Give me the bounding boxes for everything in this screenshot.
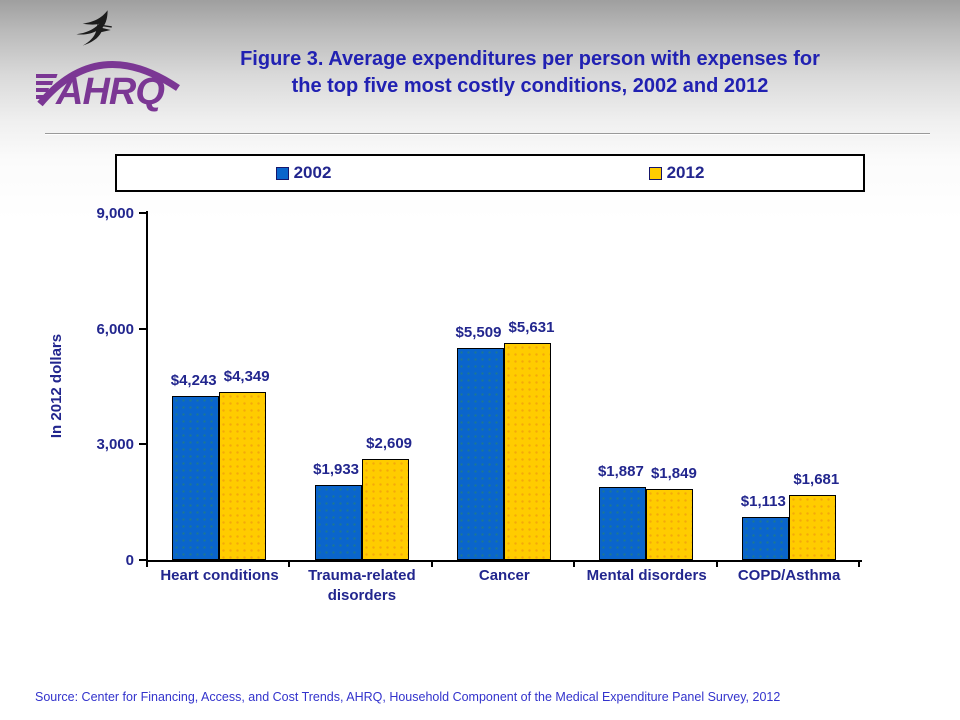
x-tick-4	[715, 560, 718, 567]
source-note: Source: Center for Financing, Access, an…	[35, 690, 781, 704]
y-tick-label-3000: 3,000	[96, 436, 134, 454]
legend-swatch-2012	[648, 166, 662, 180]
figure-title-line1: Figure 3. Average expenditures per perso…	[240, 48, 820, 70]
ahrq-logo: AHRQ	[36, 4, 186, 114]
bar-2012-trauma-related-disorders	[361, 459, 409, 560]
bar-2002-trauma-related-disorders	[314, 485, 362, 560]
bar-2002-heart-conditions	[172, 396, 220, 560]
bar-2002-mental-disorders	[599, 487, 647, 560]
figure-title: Figure 3. Average expenditures per perso…	[160, 46, 900, 100]
bar-label-2002-heart-conditions: $4,243	[170, 372, 217, 390]
bar-label-2012-trauma-related-disorders: $2,609	[366, 435, 413, 453]
bar-label-2002-mental-disorders: $1,887	[597, 463, 644, 481]
ahrq-wordmark: AHRQ	[36, 60, 180, 112]
y-tick-label-6000: 6,000	[96, 320, 134, 338]
y-tick-label-9000: 9,000	[96, 205, 134, 222]
y-tick-6000	[139, 327, 147, 330]
bar-label-2002-trauma-related-disorders: $1,933	[313, 461, 360, 479]
svg-text:AHRQ: AHRQ	[55, 71, 164, 112]
header-divider-line	[45, 133, 930, 135]
bar-2012-cancer	[504, 342, 551, 560]
bar-2012-copd-asthma	[788, 495, 836, 560]
figure-title-line2: the top five most costly conditions, 200…	[291, 75, 769, 97]
legend-item-2012: 2012	[490, 156, 863, 190]
y-tick-3000	[139, 443, 147, 446]
legend-label-2002: 2002	[293, 163, 332, 182]
y-tick-9000	[139, 212, 147, 214]
hhs-eagle-icon	[76, 10, 112, 46]
bar-2012-mental-disorders	[646, 488, 694, 560]
bar-2012-heart-conditions	[219, 392, 267, 560]
x-tick-2	[430, 560, 433, 567]
category-label-trauma-related-disorders: Trauma-related disorders	[308, 567, 416, 604]
x-tick-5	[858, 560, 860, 567]
legend-swatch-2002	[275, 166, 289, 180]
chart-legend: 2002 2012	[115, 154, 865, 192]
bar-label-2012-heart-conditions: $4,349	[223, 368, 270, 386]
y-tick-label-0: 0	[125, 552, 134, 569]
category-label-heart-conditions: Heart conditions	[160, 567, 279, 584]
x-tick-3	[573, 560, 576, 567]
category-label-copd-asthma: COPD/Asthma	[737, 567, 841, 584]
category-label-mental-disorders: Mental disorders	[586, 567, 707, 584]
bar-label-2002-copd-asthma: $1,113	[740, 493, 786, 511]
bar-2002-cancer	[457, 347, 504, 560]
bar-chart: In 2012 dollars 0 3,000 6,000 9,000 $4,243 $4…	[48, 205, 862, 604]
y-axis-line	[146, 211, 148, 562]
bar-label-2012-mental-disorders: $1,849	[650, 464, 697, 482]
x-tick-0	[146, 560, 148, 567]
category-label-cancer: Cancer	[478, 567, 530, 584]
legend-label-2012: 2012	[666, 163, 705, 182]
legend-item-2002: 2002	[117, 156, 490, 190]
x-tick-1	[288, 560, 291, 567]
y-tick-0	[139, 559, 147, 561]
bar-label-2012-cancer: $5,631	[508, 318, 555, 336]
x-axis-line	[146, 560, 862, 562]
bar-label-2002-cancer: $5,509	[455, 323, 502, 341]
bar-2002-copd-asthma	[741, 517, 789, 560]
bar-label-2012-copd-asthma: $1,681	[793, 471, 840, 489]
